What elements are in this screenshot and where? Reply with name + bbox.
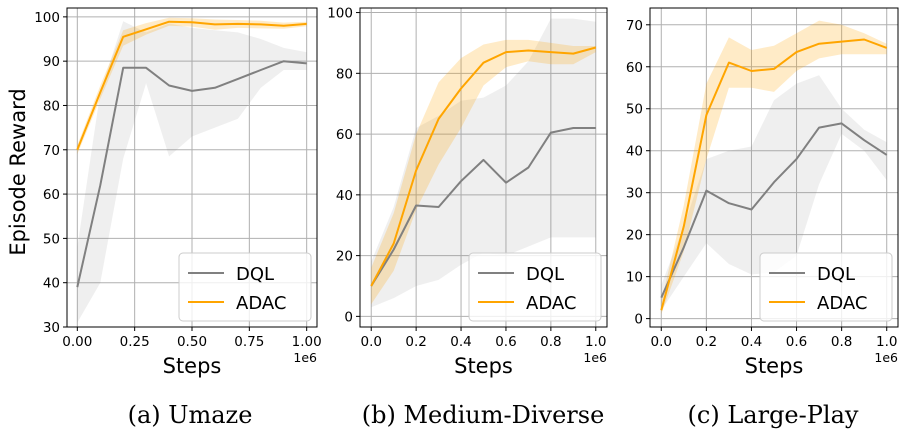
legend-box bbox=[178, 252, 312, 322]
y-tick-label: 40 bbox=[626, 144, 643, 160]
y-tick-label: 40 bbox=[336, 188, 353, 204]
legend-label-dql: DQL bbox=[817, 264, 855, 285]
y-tick-label: 20 bbox=[626, 228, 643, 244]
x-axis-title: Steps bbox=[745, 354, 804, 378]
chart-panel-2: 0.0 0.2 0.4 0.6 0.8 1.0 0 10 20 30 40 50 60 70 1e6 Step… bbox=[626, 7, 899, 429]
legend: DQL ADAC bbox=[759, 252, 893, 322]
x-tick-label: 1.0 bbox=[585, 334, 606, 350]
y-tick-label: 20 bbox=[336, 249, 353, 265]
y-tick-label: 100 bbox=[34, 10, 60, 26]
y-tick-label: 0 bbox=[344, 309, 353, 325]
y-tick-label: 30 bbox=[43, 320, 60, 336]
x-tick-label: 0.25 bbox=[120, 334, 150, 350]
x-axis-title: Steps bbox=[454, 354, 513, 378]
x-tick-label: 0.6 bbox=[786, 334, 807, 350]
y-tick-label: 100 bbox=[327, 6, 353, 22]
panel-caption: (a) Umaze bbox=[128, 401, 253, 429]
legend-box bbox=[759, 252, 893, 322]
line-adac bbox=[76, 20, 307, 151]
x-tick-label: 0.2 bbox=[696, 334, 717, 350]
panel-caption: (b) Medium-Diverse bbox=[362, 401, 605, 429]
y-tick-label: 40 bbox=[43, 276, 60, 292]
legend-label-adac: ADAC bbox=[817, 293, 867, 314]
band-dql bbox=[77, 21, 307, 323]
x-axis-title: Steps bbox=[163, 354, 222, 378]
line-dql bbox=[370, 127, 596, 287]
legend-box bbox=[468, 252, 602, 322]
x-tick-label: 1.0 bbox=[876, 334, 897, 350]
line-dql bbox=[76, 60, 307, 288]
x-tick-label: 0.50 bbox=[177, 334, 207, 350]
y-tick-label: 60 bbox=[43, 187, 60, 203]
y-tick-label: 90 bbox=[43, 54, 60, 70]
plot-frame bbox=[649, 7, 899, 328]
plot-frame bbox=[359, 7, 608, 328]
x-tick-label: 0.6 bbox=[495, 334, 516, 350]
x-tick-label: 0.8 bbox=[540, 334, 561, 350]
x-tick-label: 0.4 bbox=[450, 334, 471, 350]
x-tick-label: 0.2 bbox=[405, 334, 426, 350]
y-tick-label: 10 bbox=[626, 270, 643, 286]
legend-label-adac: ADAC bbox=[236, 293, 286, 314]
x-offset-label: 1e6 bbox=[874, 350, 898, 365]
y-tick-label: 70 bbox=[43, 143, 60, 159]
x-tick-label: 0.4 bbox=[741, 334, 762, 350]
line-adac bbox=[660, 38, 888, 311]
y-tick-label: 70 bbox=[626, 18, 643, 34]
y-tick-label: 50 bbox=[626, 102, 643, 118]
chart-panel-1: 0.0 0.2 0.4 0.6 0.8 1.0 0 20 40 60 80 100 1e6 Steps (b… bbox=[327, 6, 608, 429]
y-tick-label: 0 bbox=[634, 312, 643, 328]
line-dql bbox=[660, 122, 888, 299]
x-offset-label: 1e6 bbox=[293, 350, 317, 365]
legend: DQL ADAC bbox=[468, 252, 602, 322]
chart-panel-0: 0.00 0.25 0.50 0.75 1.00 30 40 50 60 70 80 90 100 1e6… bbox=[34, 7, 322, 429]
legend-label-dql: DQL bbox=[236, 264, 274, 285]
x-tick-label: 0.00 bbox=[62, 334, 92, 350]
y-tick-label: 30 bbox=[626, 186, 643, 202]
band-adac bbox=[661, 20, 887, 315]
legend-label-adac: ADAC bbox=[526, 293, 576, 314]
x-tick-label: 0.0 bbox=[651, 334, 672, 350]
x-tick-label: 1.00 bbox=[292, 334, 322, 350]
legend-label-dql: DQL bbox=[526, 264, 564, 285]
x-tick-label: 0.0 bbox=[360, 334, 381, 350]
y-tick-label: 50 bbox=[43, 231, 60, 247]
y-axis-title: Episode Reward bbox=[6, 88, 30, 255]
x-tick-label: 0.8 bbox=[831, 334, 852, 350]
y-tick-label: 60 bbox=[626, 60, 643, 76]
x-offset-label: 1e6 bbox=[583, 350, 607, 365]
band-dql bbox=[371, 18, 596, 308]
legend: DQL ADAC bbox=[178, 252, 312, 322]
y-tick-label: 80 bbox=[336, 66, 353, 82]
panel-caption: (c) Large-Play bbox=[688, 401, 859, 429]
band-dql bbox=[661, 75, 887, 311]
y-tick-label: 60 bbox=[336, 127, 353, 143]
y-tick-label: 80 bbox=[43, 98, 60, 114]
line-adac bbox=[370, 46, 597, 287]
x-tick-label: 0.75 bbox=[234, 334, 264, 350]
